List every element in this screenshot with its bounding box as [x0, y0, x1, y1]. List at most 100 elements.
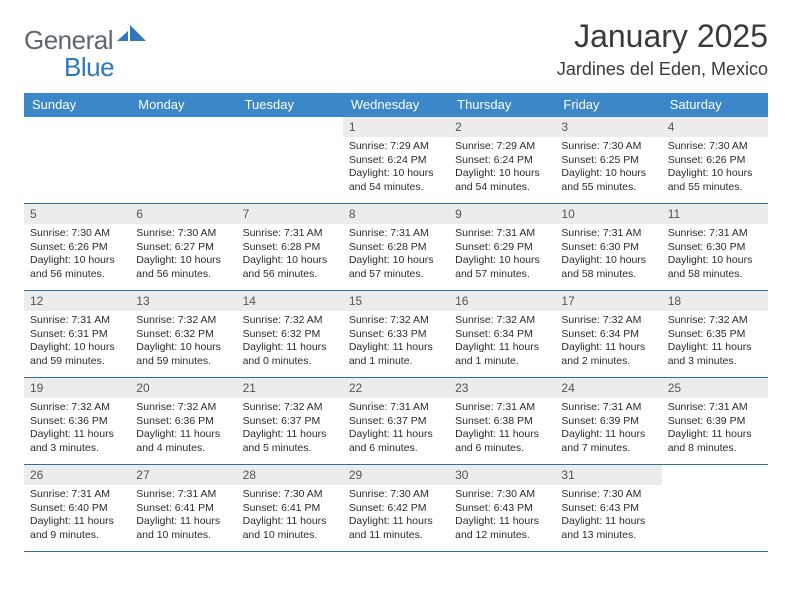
sunrise-text: Sunrise: 7:30 AM: [561, 140, 655, 154]
day-cell: 7Sunrise: 7:31 AMSunset: 6:28 PMDaylight…: [237, 204, 343, 290]
sunset-text: Sunset: 6:31 PM: [30, 328, 124, 342]
daylight-text: Daylight: 11 hours and 1 minute.: [455, 341, 549, 368]
day-number: 9: [449, 204, 555, 224]
day-number: 29: [343, 465, 449, 485]
day-cell: 13Sunrise: 7:32 AMSunset: 6:32 PMDayligh…: [130, 291, 236, 377]
sunrise-text: Sunrise: 7:31 AM: [561, 227, 655, 241]
day-body: Sunrise: 7:31 AMSunset: 6:37 PMDaylight:…: [343, 398, 449, 460]
day-cell: 12Sunrise: 7:31 AMSunset: 6:31 PMDayligh…: [24, 291, 130, 377]
month-title: January 2025: [557, 18, 768, 55]
sunset-text: Sunset: 6:26 PM: [668, 154, 762, 168]
week-row: 19Sunrise: 7:32 AMSunset: 6:36 PMDayligh…: [24, 378, 768, 465]
day-number: 25: [662, 378, 768, 398]
day-number: 19: [24, 378, 130, 398]
day-number: 28: [237, 465, 343, 485]
weekday-row: Sunday Monday Tuesday Wednesday Thursday…: [24, 93, 768, 117]
day-number: [24, 117, 130, 137]
week-row: 1Sunrise: 7:29 AMSunset: 6:24 PMDaylight…: [24, 117, 768, 204]
location: Jardines del Eden, Mexico: [557, 59, 768, 80]
day-body: Sunrise: 7:31 AMSunset: 6:31 PMDaylight:…: [24, 311, 130, 373]
day-cell: 25Sunrise: 7:31 AMSunset: 6:39 PMDayligh…: [662, 378, 768, 464]
title-area: January 2025 Jardines del Eden, Mexico: [557, 18, 768, 80]
day-body: Sunrise: 7:31 AMSunset: 6:30 PMDaylight:…: [662, 224, 768, 286]
daylight-text: Daylight: 11 hours and 8 minutes.: [668, 428, 762, 455]
day-body: Sunrise: 7:30 AMSunset: 6:27 PMDaylight:…: [130, 224, 236, 286]
calendar: Sunday Monday Tuesday Wednesday Thursday…: [24, 93, 768, 552]
day-number: 27: [130, 465, 236, 485]
day-number: 12: [24, 291, 130, 311]
sunrise-text: Sunrise: 7:30 AM: [561, 488, 655, 502]
page: General January 2025 Jardines del Eden, …: [0, 0, 792, 564]
day-number: 16: [449, 291, 555, 311]
day-number: 26: [24, 465, 130, 485]
day-body: Sunrise: 7:32 AMSunset: 6:32 PMDaylight:…: [130, 311, 236, 373]
sunset-text: Sunset: 6:32 PM: [243, 328, 337, 342]
sunrise-text: Sunrise: 7:31 AM: [349, 227, 443, 241]
sunrise-text: Sunrise: 7:31 AM: [561, 401, 655, 415]
sunset-text: Sunset: 6:42 PM: [349, 502, 443, 516]
daylight-text: Daylight: 10 hours and 55 minutes.: [668, 167, 762, 194]
sunrise-text: Sunrise: 7:30 AM: [136, 227, 230, 241]
day-number: 18: [662, 291, 768, 311]
sunrise-text: Sunrise: 7:32 AM: [455, 314, 549, 328]
daylight-text: Daylight: 11 hours and 5 minutes.: [243, 428, 337, 455]
sunrise-text: Sunrise: 7:30 AM: [243, 488, 337, 502]
day-body: Sunrise: 7:30 AMSunset: 6:26 PMDaylight:…: [24, 224, 130, 286]
sunset-text: Sunset: 6:43 PM: [455, 502, 549, 516]
day-number: 15: [343, 291, 449, 311]
weekday-sunday: Sunday: [24, 93, 130, 117]
day-body: Sunrise: 7:31 AMSunset: 6:28 PMDaylight:…: [237, 224, 343, 286]
day-body: Sunrise: 7:31 AMSunset: 6:30 PMDaylight:…: [555, 224, 661, 286]
day-body: Sunrise: 7:32 AMSunset: 6:34 PMDaylight:…: [555, 311, 661, 373]
daylight-text: Daylight: 11 hours and 10 minutes.: [136, 515, 230, 542]
daylight-text: Daylight: 10 hours and 58 minutes.: [561, 254, 655, 281]
day-number: 14: [237, 291, 343, 311]
weekday-saturday: Saturday: [662, 93, 768, 117]
day-number: 22: [343, 378, 449, 398]
sunrise-text: Sunrise: 7:32 AM: [30, 401, 124, 415]
day-body: Sunrise: 7:32 AMSunset: 6:36 PMDaylight:…: [24, 398, 130, 460]
day-cell: 23Sunrise: 7:31 AMSunset: 6:38 PMDayligh…: [449, 378, 555, 464]
day-cell: 26Sunrise: 7:31 AMSunset: 6:40 PMDayligh…: [24, 465, 130, 551]
sunset-text: Sunset: 6:43 PM: [561, 502, 655, 516]
daylight-text: Daylight: 11 hours and 1 minute.: [349, 341, 443, 368]
sunset-text: Sunset: 6:41 PM: [136, 502, 230, 516]
sunset-text: Sunset: 6:41 PM: [243, 502, 337, 516]
sunset-text: Sunset: 6:30 PM: [668, 241, 762, 255]
day-body: Sunrise: 7:31 AMSunset: 6:41 PMDaylight:…: [130, 485, 236, 547]
daylight-text: Daylight: 10 hours and 56 minutes.: [136, 254, 230, 281]
sunset-text: Sunset: 6:36 PM: [30, 415, 124, 429]
day-body: Sunrise: 7:30 AMSunset: 6:26 PMDaylight:…: [662, 137, 768, 199]
day-cell: 1Sunrise: 7:29 AMSunset: 6:24 PMDaylight…: [343, 117, 449, 203]
day-cell: 18Sunrise: 7:32 AMSunset: 6:35 PMDayligh…: [662, 291, 768, 377]
day-number: 23: [449, 378, 555, 398]
daylight-text: Daylight: 11 hours and 10 minutes.: [243, 515, 337, 542]
daylight-text: Daylight: 11 hours and 4 minutes.: [136, 428, 230, 455]
weekday-thursday: Thursday: [449, 93, 555, 117]
sunrise-text: Sunrise: 7:30 AM: [349, 488, 443, 502]
daylight-text: Daylight: 10 hours and 54 minutes.: [455, 167, 549, 194]
day-body: Sunrise: 7:32 AMSunset: 6:37 PMDaylight:…: [237, 398, 343, 460]
day-body: Sunrise: 7:31 AMSunset: 6:28 PMDaylight:…: [343, 224, 449, 286]
day-cell: 11Sunrise: 7:31 AMSunset: 6:30 PMDayligh…: [662, 204, 768, 290]
daylight-text: Daylight: 11 hours and 13 minutes.: [561, 515, 655, 542]
day-body: Sunrise: 7:31 AMSunset: 6:39 PMDaylight:…: [662, 398, 768, 460]
sunrise-text: Sunrise: 7:31 AM: [668, 227, 762, 241]
day-number: [662, 465, 768, 485]
daylight-text: Daylight: 11 hours and 6 minutes.: [349, 428, 443, 455]
day-cell: 2Sunrise: 7:29 AMSunset: 6:24 PMDaylight…: [449, 117, 555, 203]
day-body: Sunrise: 7:31 AMSunset: 6:29 PMDaylight:…: [449, 224, 555, 286]
daylight-text: Daylight: 10 hours and 58 minutes.: [668, 254, 762, 281]
day-cell: 17Sunrise: 7:32 AMSunset: 6:34 PMDayligh…: [555, 291, 661, 377]
day-cell: 3Sunrise: 7:30 AMSunset: 6:25 PMDaylight…: [555, 117, 661, 203]
daylight-text: Daylight: 10 hours and 59 minutes.: [136, 341, 230, 368]
day-body: Sunrise: 7:30 AMSunset: 6:41 PMDaylight:…: [237, 485, 343, 547]
daylight-text: Daylight: 11 hours and 9 minutes.: [30, 515, 124, 542]
day-cell: 4Sunrise: 7:30 AMSunset: 6:26 PMDaylight…: [662, 117, 768, 203]
weekday-wednesday: Wednesday: [343, 93, 449, 117]
week-row: 5Sunrise: 7:30 AMSunset: 6:26 PMDaylight…: [24, 204, 768, 291]
day-cell: [130, 117, 236, 203]
day-body: Sunrise: 7:32 AMSunset: 6:36 PMDaylight:…: [130, 398, 236, 460]
weekday-friday: Friday: [555, 93, 661, 117]
weekday-tuesday: Tuesday: [237, 93, 343, 117]
